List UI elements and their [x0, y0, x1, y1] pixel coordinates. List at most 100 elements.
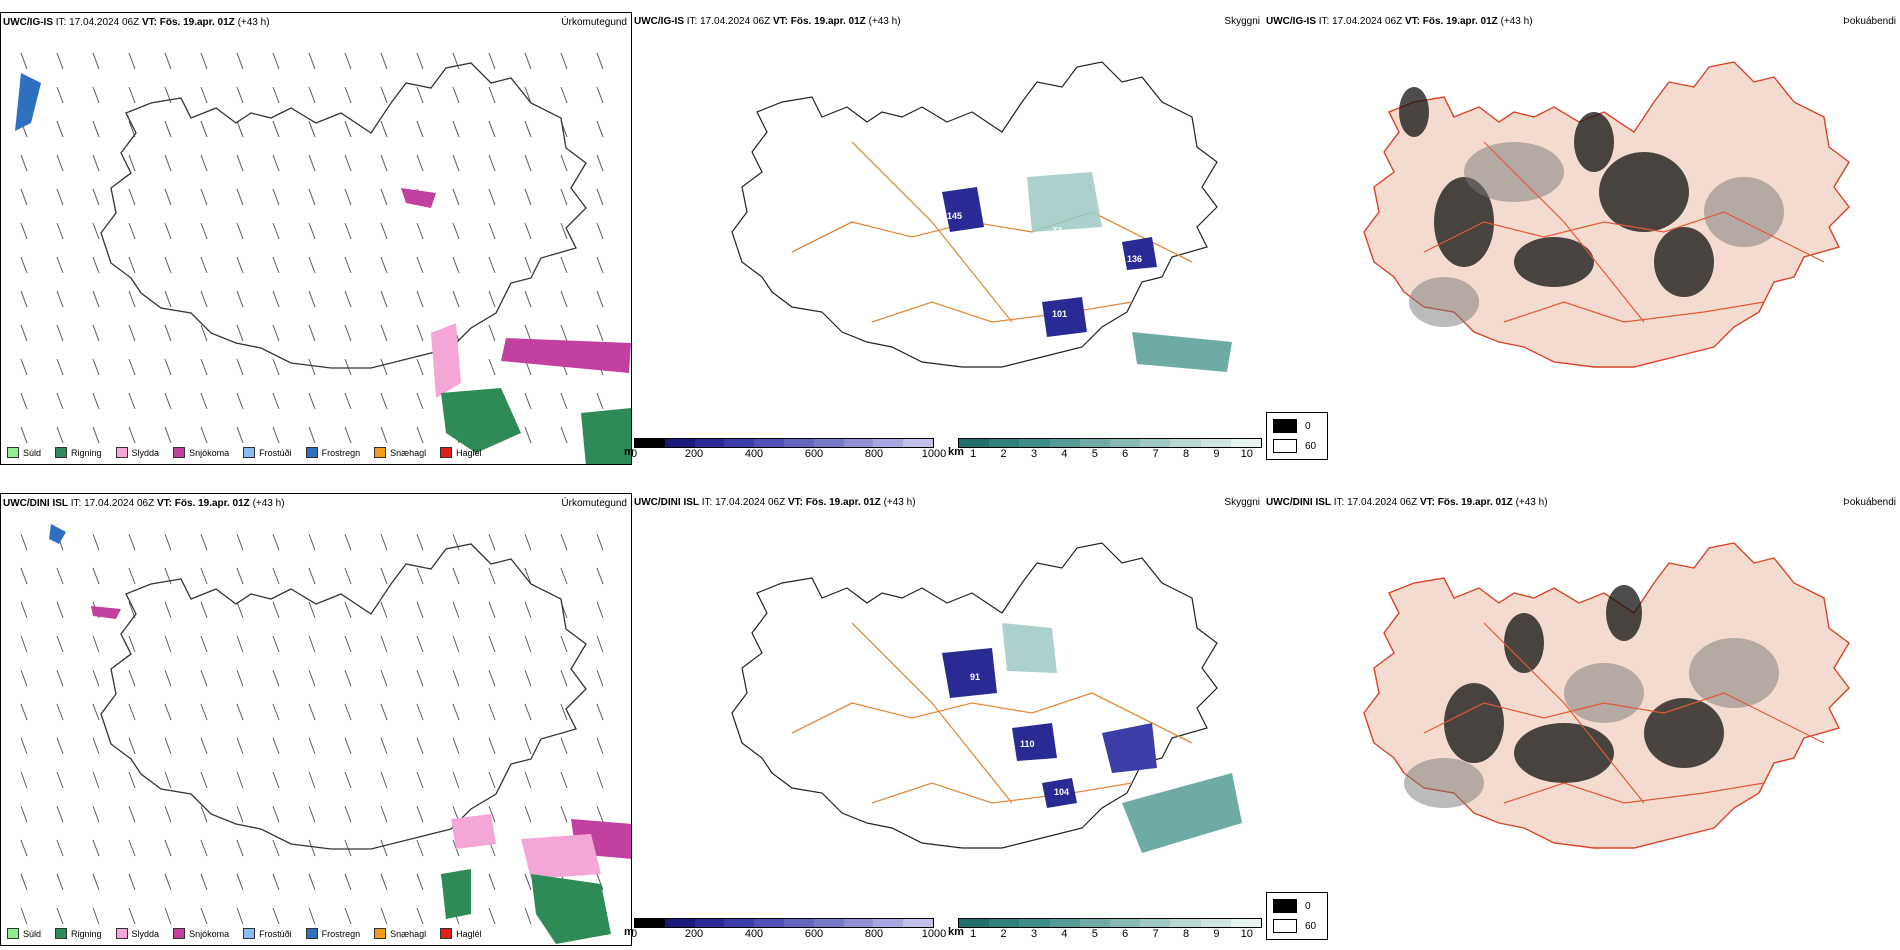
legend-label: Frostregn	[321, 928, 361, 939]
wind-barb	[488, 907, 496, 925]
fog-swatch-high	[1273, 439, 1297, 453]
road-line	[851, 141, 1013, 323]
visibility-value-label: 120	[962, 810, 977, 820]
wind-barb	[92, 188, 100, 206]
wind-barb	[128, 873, 136, 891]
wind-barb	[452, 601, 460, 619]
wind-barb	[524, 805, 532, 823]
wind-barb	[344, 635, 352, 653]
visibility-panel-row1: UWC/IG-IS IT: 17.04.2024 06Z VT: Fös. 19…	[632, 12, 1264, 465]
wind-barb	[92, 567, 100, 585]
colorbar-bar	[958, 438, 1262, 448]
wind-barb	[308, 222, 316, 240]
wind-barb	[92, 737, 100, 755]
panel-header: UWC/IG-IS IT: 17.04.2024 06Z VT: Fös. 19…	[3, 17, 627, 28]
panel-header: UWC/DINI ISL IT: 17.04.2024 06Z VT: Fös.…	[1266, 497, 1896, 508]
wind-barb	[272, 873, 280, 891]
wind-barb	[236, 290, 244, 308]
wind-barb	[200, 567, 208, 585]
visibility-height-colorbar-row2: 0 200 400 600 800 1000 m	[624, 918, 946, 940]
visibility-value-label: 101	[1052, 309, 1067, 319]
wind-barb	[128, 907, 136, 925]
wind-barb	[236, 324, 244, 342]
wind-barb	[128, 120, 136, 138]
wind-barb	[416, 290, 424, 308]
wind-barb	[128, 256, 136, 274]
wind-barb	[164, 703, 172, 721]
colorbar-tick-label: 7	[1152, 928, 1159, 940]
wind-barb	[236, 188, 244, 206]
wind-barb	[20, 601, 28, 619]
wind-barb	[200, 324, 208, 342]
wind-barb	[56, 635, 64, 653]
wind-barb	[20, 771, 28, 789]
wind-barb	[308, 873, 316, 891]
wind-barb	[488, 256, 496, 274]
wind-barb	[344, 52, 352, 70]
wind-barb	[56, 669, 64, 687]
visibility-value-label: 110	[1020, 739, 1035, 749]
wind-barb	[56, 839, 64, 857]
fog-index-panel-row2: UWC/DINI ISL IT: 17.04.2024 06Z VT: Fös.…	[1264, 493, 1900, 946]
legend-label: Haglél	[456, 447, 482, 458]
wind-barb	[596, 805, 604, 823]
wind-barb	[200, 52, 208, 70]
wind-barb	[416, 839, 424, 857]
wind-barb	[200, 805, 208, 823]
legend-swatch	[7, 928, 19, 939]
colorbar-tick-label: 3	[1030, 928, 1038, 940]
legend-swatch	[115, 447, 128, 458]
wind-barb	[128, 324, 136, 342]
wind-barb	[20, 324, 28, 342]
wind-barb	[488, 873, 496, 891]
wind-barb	[56, 324, 64, 342]
legend-swatch	[7, 447, 19, 458]
wind-barb	[344, 86, 352, 104]
wind-barb	[308, 839, 316, 857]
wind-barb	[200, 533, 208, 551]
wind-barb	[380, 392, 388, 410]
wind-barb	[452, 52, 460, 70]
wind-barb	[308, 567, 316, 585]
wind-barb	[596, 873, 604, 891]
wind-barb	[20, 635, 28, 653]
wind-barb	[20, 805, 28, 823]
wind-barb	[344, 120, 352, 138]
wind-barb	[416, 907, 424, 925]
visibility-value-label: 136	[1127, 254, 1142, 264]
wind-barb	[380, 873, 388, 891]
road-line	[1483, 622, 1645, 804]
wind-barb	[20, 669, 28, 687]
wind-barb	[236, 669, 244, 687]
legend-swatch	[440, 447, 453, 458]
wind-barb	[200, 703, 208, 721]
wind-barb	[344, 703, 352, 721]
precip-type-panel-row2: UWC/DINI ISL IT: 17.04.2024 06Z VT: Fös.…	[0, 493, 632, 946]
wind-barb	[236, 703, 244, 721]
wind-barb	[416, 601, 424, 619]
wind-barb	[452, 188, 460, 206]
wind-barb	[92, 669, 100, 687]
wind-barb	[524, 222, 532, 240]
wind-barb	[56, 154, 64, 172]
wind-barb	[128, 290, 136, 308]
wind-barb	[56, 52, 64, 70]
colorbar-tick-label: 1000	[921, 928, 947, 940]
wind-barb	[128, 52, 136, 70]
wind-barb	[272, 154, 280, 172]
road-line	[871, 301, 1133, 323]
wind-barb	[596, 635, 604, 653]
wind-barb	[488, 222, 496, 240]
wind-barb	[524, 154, 532, 172]
iceland-visibility-map: 145 48 77 136 101	[731, 61, 1232, 372]
fog-swatch-low	[1273, 899, 1297, 913]
wind-barb	[272, 358, 280, 376]
wind-barb	[488, 601, 496, 619]
wind-barb	[92, 907, 100, 925]
wind-barb	[524, 771, 532, 789]
wind-barb	[164, 120, 172, 138]
wind-barb	[272, 635, 280, 653]
wind-barb	[344, 358, 352, 376]
wind-barb	[308, 771, 316, 789]
wind-barb	[596, 533, 604, 551]
